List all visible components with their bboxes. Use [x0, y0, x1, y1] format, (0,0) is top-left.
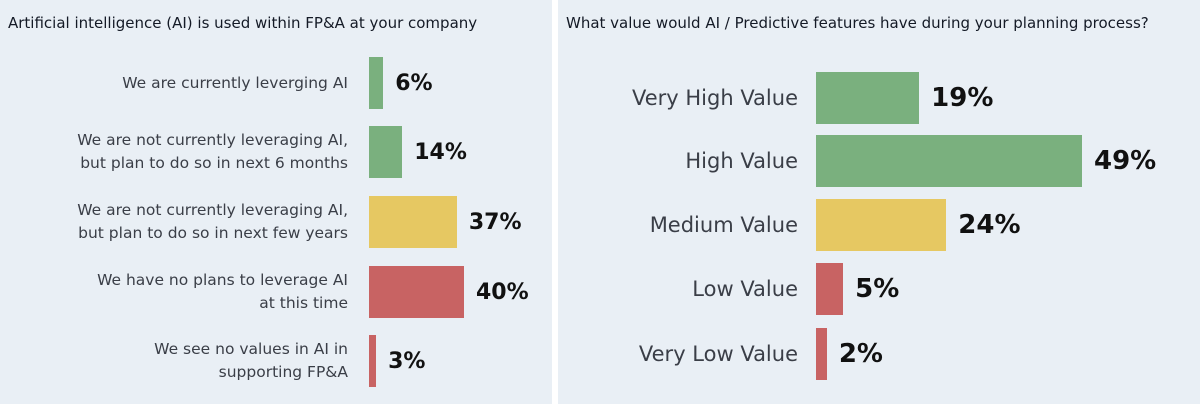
bar	[816, 263, 844, 315]
value-label: 6%	[395, 70, 433, 96]
category-label: Low Value	[558, 263, 798, 315]
bar	[369, 266, 464, 318]
category-label-line: Low Value	[692, 277, 798, 301]
bar	[369, 57, 384, 109]
category-label-line: but plan to do so in next 6 months	[80, 154, 348, 172]
value-label: 5%	[855, 274, 900, 304]
category-label-line: Very Low Value	[638, 342, 798, 366]
value-label: 37%	[468, 209, 522, 235]
category-label-line: We have no plans to leverage AI	[97, 271, 348, 289]
category-label: We see no values in AI in supporting FP&A	[0, 331, 348, 391]
category-label-line: Very High Value	[631, 86, 798, 110]
value-label: 3%	[388, 348, 426, 374]
category-label-line: We are not currently leveraging AI,	[77, 201, 348, 219]
category-label: Medium Value	[558, 199, 798, 251]
value-label: 49%	[1094, 146, 1157, 176]
category-label: Very Low Value	[558, 328, 798, 380]
value-label: 14%	[414, 139, 467, 165]
panel-divider	[552, 0, 558, 404]
category-label: We are not currently leveraging AI, but p…	[0, 192, 348, 252]
value-label: 19%	[931, 83, 994, 113]
category-label-line: but plan to do so in next few years	[78, 224, 348, 242]
category-label-line: Medium Value	[649, 213, 798, 237]
bar	[816, 135, 1082, 187]
chart-right-title: What value would AI / Predictive feature…	[566, 14, 1149, 32]
category-label-line: We see no values in AI in	[154, 340, 348, 358]
category-label: We are not currently leveraging AI, but p…	[0, 122, 348, 182]
bar	[816, 72, 920, 124]
bar	[369, 196, 457, 248]
category-label: We are currently leverging AI	[0, 53, 348, 113]
category-label-line: supporting FP&A	[218, 363, 348, 381]
category-label-line: We are not currently leveraging AI,	[77, 131, 348, 149]
value-label: 40%	[476, 279, 529, 305]
bar	[369, 126, 403, 178]
chart-left-title: Artificial intelligence (AI) is used wit…	[8, 14, 478, 32]
category-label: Very High Value	[558, 72, 798, 124]
bar	[816, 328, 827, 380]
category-label-line: at this time	[259, 294, 348, 312]
category-label-line: We are currently leverging AI	[122, 73, 348, 92]
chart-left: Artificial intelligence (AI) is used wit…	[0, 0, 552, 404]
category-label: High Value	[558, 135, 798, 187]
value-label: 2%	[838, 339, 883, 369]
value-label: 24%	[958, 210, 1021, 240]
category-label: We have no plans to leverage AI at this t…	[0, 262, 348, 322]
bar	[816, 199, 947, 251]
chart-right: What value would AI / Predictive feature…	[558, 0, 1200, 404]
bar	[369, 335, 377, 387]
category-label-line: High Value	[685, 149, 798, 173]
